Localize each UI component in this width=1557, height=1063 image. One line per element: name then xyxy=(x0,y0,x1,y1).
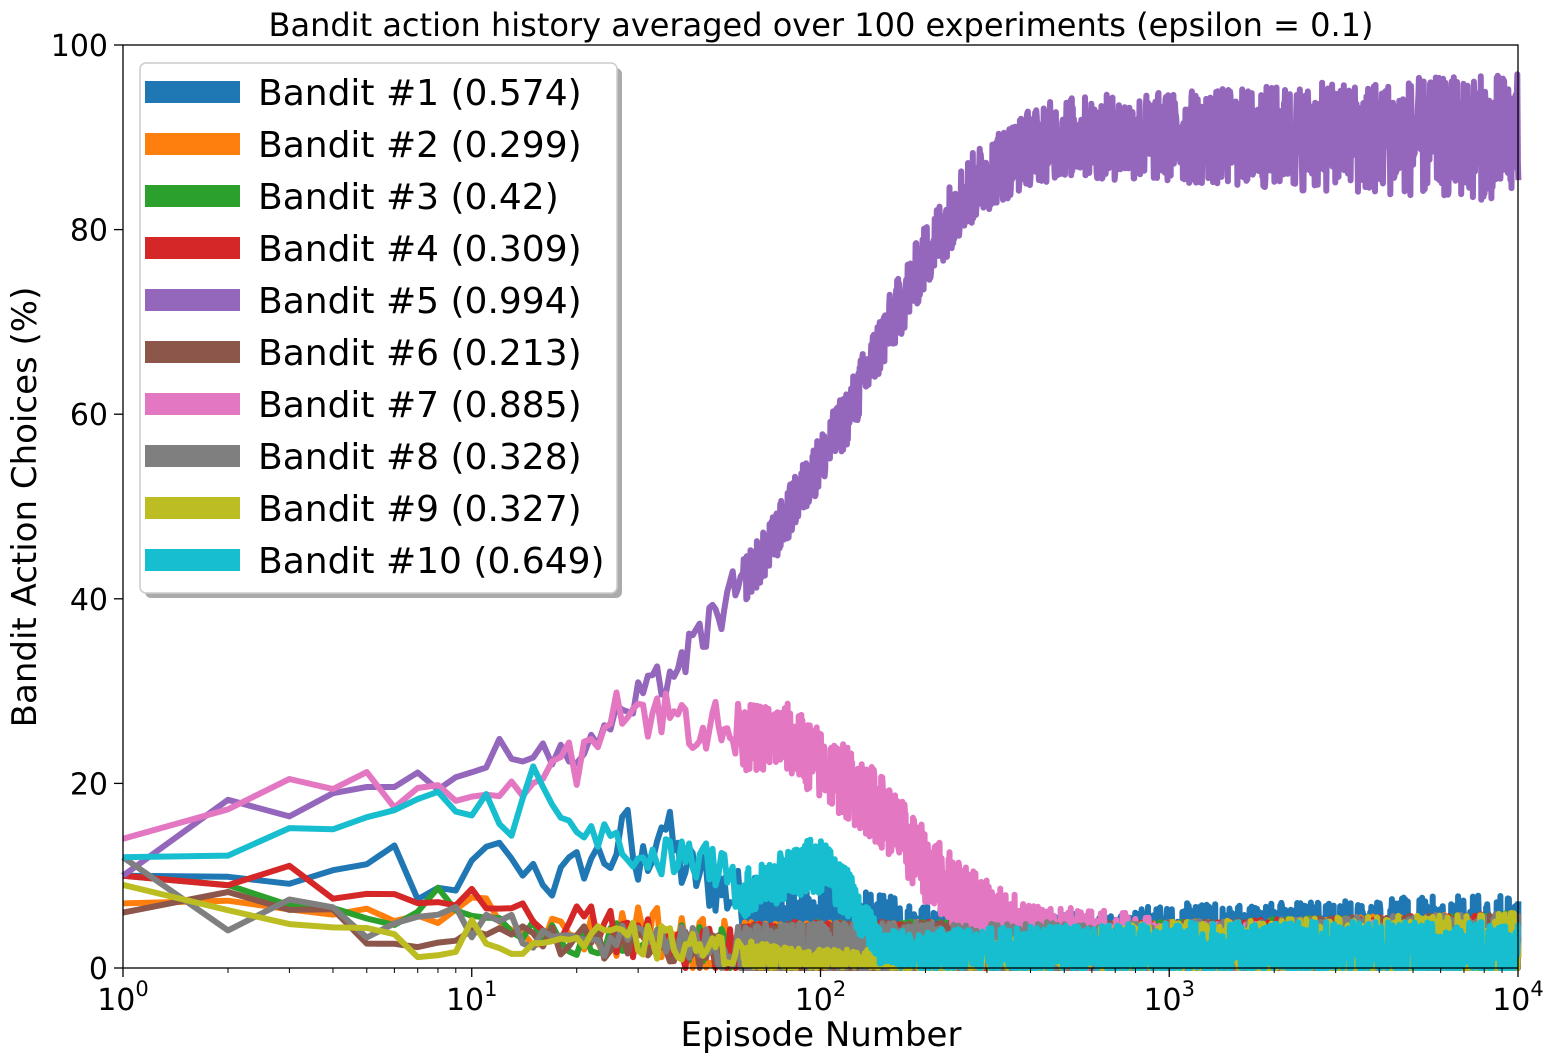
legend-swatch-9 xyxy=(145,497,240,519)
legend-label-4: Bandit #4 (0.309) xyxy=(258,229,582,270)
legend-swatch-6 xyxy=(145,341,240,363)
x-axis-label: Episode Number xyxy=(681,1015,962,1055)
x-tick-exponent-0: 0 xyxy=(135,977,148,1001)
chart-title: Bandit action history averaged over 100 … xyxy=(269,6,1374,44)
legend-label-7: Bandit #7 (0.885) xyxy=(258,385,582,426)
y-tick-label-5: 100 xyxy=(51,29,108,64)
legend-label-1: Bandit #1 (0.574) xyxy=(258,73,582,114)
legend-swatch-2 xyxy=(145,133,240,155)
x-axis: 100 101 102 103 104 xyxy=(97,968,1544,1018)
legend-label-8: Bandit #8 (0.328) xyxy=(258,437,582,478)
legend-label-10: Bandit #10 (0.649) xyxy=(258,541,605,582)
legend-label-3: Bandit #3 (0.42) xyxy=(258,177,559,218)
y-tick-label-1: 20 xyxy=(70,767,108,802)
x-tick-label-3: 103 xyxy=(1143,977,1195,1018)
legend-swatch-3 xyxy=(145,185,240,207)
y-axis-label: Bandit Action Choices (%) xyxy=(5,287,45,728)
legend-label-9: Bandit #9 (0.327) xyxy=(258,489,582,530)
y-tick-label-3: 60 xyxy=(70,398,108,433)
x-tick-exponent-4: 4 xyxy=(1530,977,1543,1001)
y-axis: 0 20 40 60 80 100 xyxy=(51,29,123,987)
x-tick-label-2: 102 xyxy=(795,977,847,1018)
legend-swatch-10 xyxy=(145,549,240,571)
x-tick-exponent-1: 1 xyxy=(484,977,497,1001)
legend-items: Bandit #1 (0.574) Bandit #2 (0.299) Bandit… xyxy=(145,73,605,582)
legend-label-2: Bandit #2 (0.299) xyxy=(258,125,582,166)
series-line-10 xyxy=(122,763,1521,971)
legend: Bandit #1 (0.574) Bandit #2 (0.299) Bandit… xyxy=(139,62,622,598)
series-line-5 xyxy=(121,71,1522,879)
legend-swatch-8 xyxy=(145,445,240,467)
legend-swatch-4 xyxy=(145,237,240,259)
y-tick-label-0: 0 xyxy=(89,952,108,987)
x-tick-label-1: 101 xyxy=(446,977,498,1018)
legend-swatch-7 xyxy=(145,393,240,415)
x-tick-label-4: 104 xyxy=(1492,977,1544,1018)
legend-swatch-5 xyxy=(145,289,240,311)
y-tick-label-4: 80 xyxy=(70,214,108,249)
legend-swatch-1 xyxy=(145,81,240,103)
x-tick-exponent-2: 2 xyxy=(833,977,846,1001)
y-tick-label-2: 40 xyxy=(70,583,108,618)
legend-box xyxy=(139,62,618,594)
legend-label-6: Bandit #6 (0.213) xyxy=(258,333,582,374)
x-tick-exponent-3: 3 xyxy=(1182,977,1195,1001)
legend-label-5: Bandit #5 (0.994) xyxy=(258,281,582,322)
